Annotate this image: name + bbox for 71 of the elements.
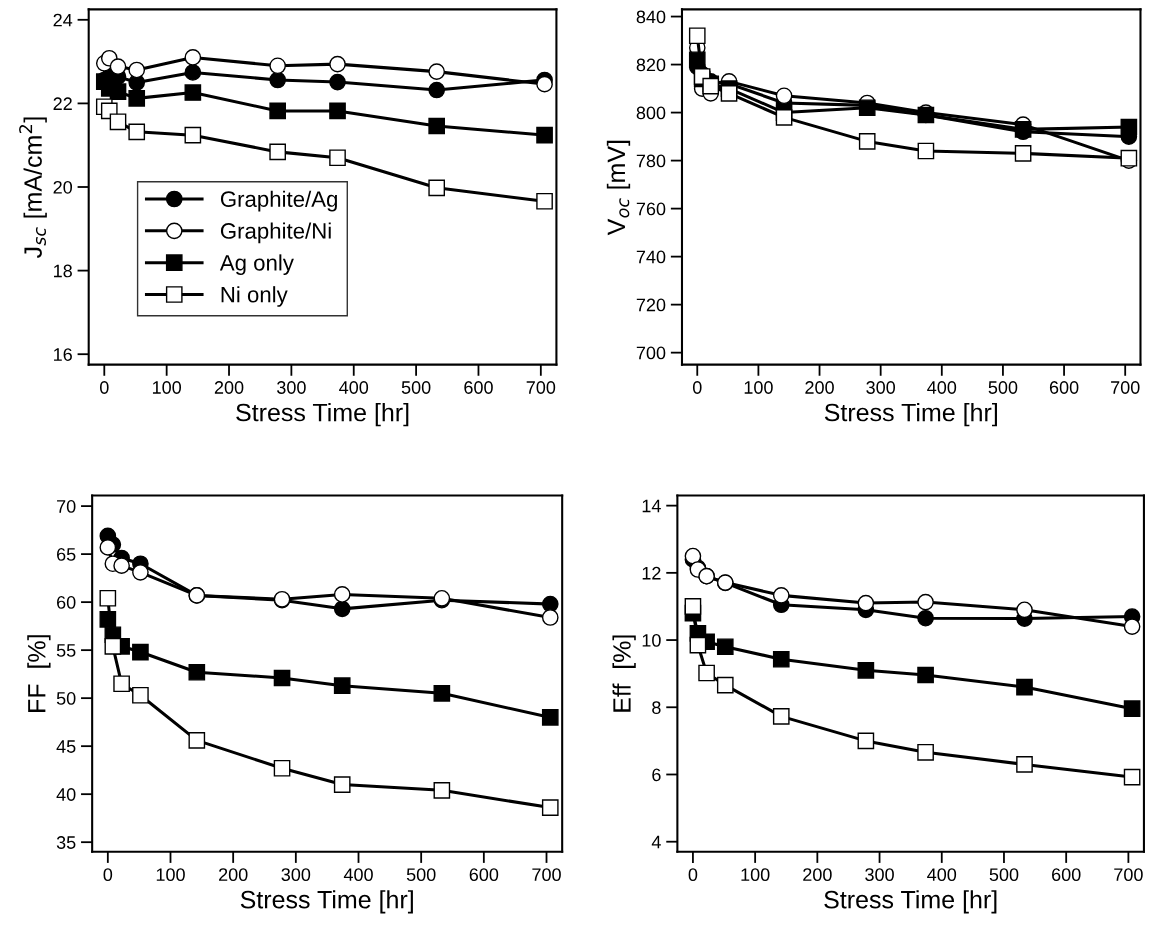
- x-tick-label: 500: [989, 868, 1019, 882]
- x-tick-label: 100: [744, 381, 773, 394]
- y-tick-label: 40: [56, 788, 76, 801]
- y-tick-label: 780: [636, 154, 666, 168]
- y-tick-label: 840: [636, 10, 666, 24]
- y-tick-label: 65: [57, 548, 76, 561]
- y-tick-label: 760: [636, 202, 666, 216]
- x-tick-label: 600: [464, 381, 493, 394]
- y-tick-label: 820: [636, 58, 666, 72]
- x-tick-label: 600: [1049, 381, 1079, 394]
- x-tick-label: 300: [281, 868, 311, 882]
- x-tick-label: 0: [688, 868, 698, 882]
- y-tick-label: 12: [642, 566, 661, 580]
- x-tick-label: 300: [866, 381, 896, 394]
- x-tick-label: 500: [406, 868, 436, 882]
- x-tick-label: 500: [988, 381, 1018, 394]
- x-tick-label: 400: [343, 868, 373, 882]
- y-tick-label: 50: [56, 692, 76, 705]
- legend-label: Graphite/Ni: [220, 222, 331, 244]
- x-tick-label: 0: [99, 381, 109, 394]
- x-tick-label: 200: [803, 868, 832, 882]
- y-tick-label: 14: [642, 499, 661, 513]
- legend-label: Ni only: [221, 286, 288, 307]
- x-tick-label: 100: [152, 381, 182, 394]
- x-tick-label: 700: [1111, 381, 1140, 394]
- x-tick-label: 300: [865, 868, 894, 882]
- y-tick-label: 55: [56, 644, 76, 657]
- x-tick-label: 700: [526, 381, 556, 394]
- x-axis-title: Stress Time [hr]: [824, 403, 997, 427]
- legend-label: Ag only: [219, 254, 294, 276]
- y-tick-label: 70: [57, 500, 76, 513]
- y-axis-title: Eff [%]: [612, 635, 636, 712]
- y-tick-label: 700: [636, 346, 666, 360]
- y-tick-label: 22: [53, 97, 72, 110]
- x-tick-label: 500: [401, 381, 431, 394]
- x-tick-label: 700: [532, 868, 561, 882]
- y-tick-label: 6: [652, 768, 661, 782]
- x-axis-title: Stress Time [hr]: [236, 403, 409, 427]
- x-tick-label: 700: [1114, 868, 1143, 882]
- y-axis-title: FF [%]: [27, 635, 51, 712]
- y-tick-label: 8: [652, 701, 661, 714]
- y-tick-label: 16: [54, 348, 72, 361]
- x-tick-label: 0: [692, 381, 702, 394]
- x-tick-label: 200: [214, 381, 244, 394]
- y-tick-label: 60: [57, 596, 76, 609]
- y-tick-label: 18: [54, 264, 72, 278]
- x-tick-label: 100: [156, 868, 185, 882]
- y-tick-label: 35: [56, 836, 76, 849]
- x-tick-label: 600: [469, 868, 499, 882]
- legend-label: Graphite/Ag: [220, 190, 337, 212]
- x-tick-label: 600: [1052, 868, 1081, 882]
- y-axis-title: V$_{oc}$ [mV]: [606, 140, 631, 236]
- x-tick-label: 400: [927, 868, 957, 882]
- x-axis-title: Stress Time [hr]: [240, 890, 413, 914]
- x-tick-label: 200: [219, 868, 248, 882]
- y-tick-label: 740: [636, 250, 666, 264]
- x-tick-label: 400: [927, 381, 957, 394]
- x-tick-label: 400: [339, 381, 369, 394]
- x-tick-label: 0: [103, 868, 113, 882]
- y-tick-label: 24: [53, 13, 73, 27]
- x-tick-label: 300: [277, 381, 306, 394]
- y-tick-label: 720: [636, 298, 666, 312]
- y-tick-label: 45: [56, 740, 76, 753]
- y-axis-title: J$_{sc}$ [mA/cm$^{2}$]: [19, 117, 47, 259]
- x-tick-label: 200: [805, 381, 834, 394]
- y-tick-label: 10: [642, 633, 661, 647]
- x-tick-label: 100: [741, 868, 770, 882]
- y-tick-label: 4: [651, 835, 661, 849]
- y-tick-label: 800: [636, 106, 666, 120]
- y-tick-label: 20: [53, 180, 73, 194]
- x-axis-title: Stress Time [hr]: [824, 890, 997, 914]
